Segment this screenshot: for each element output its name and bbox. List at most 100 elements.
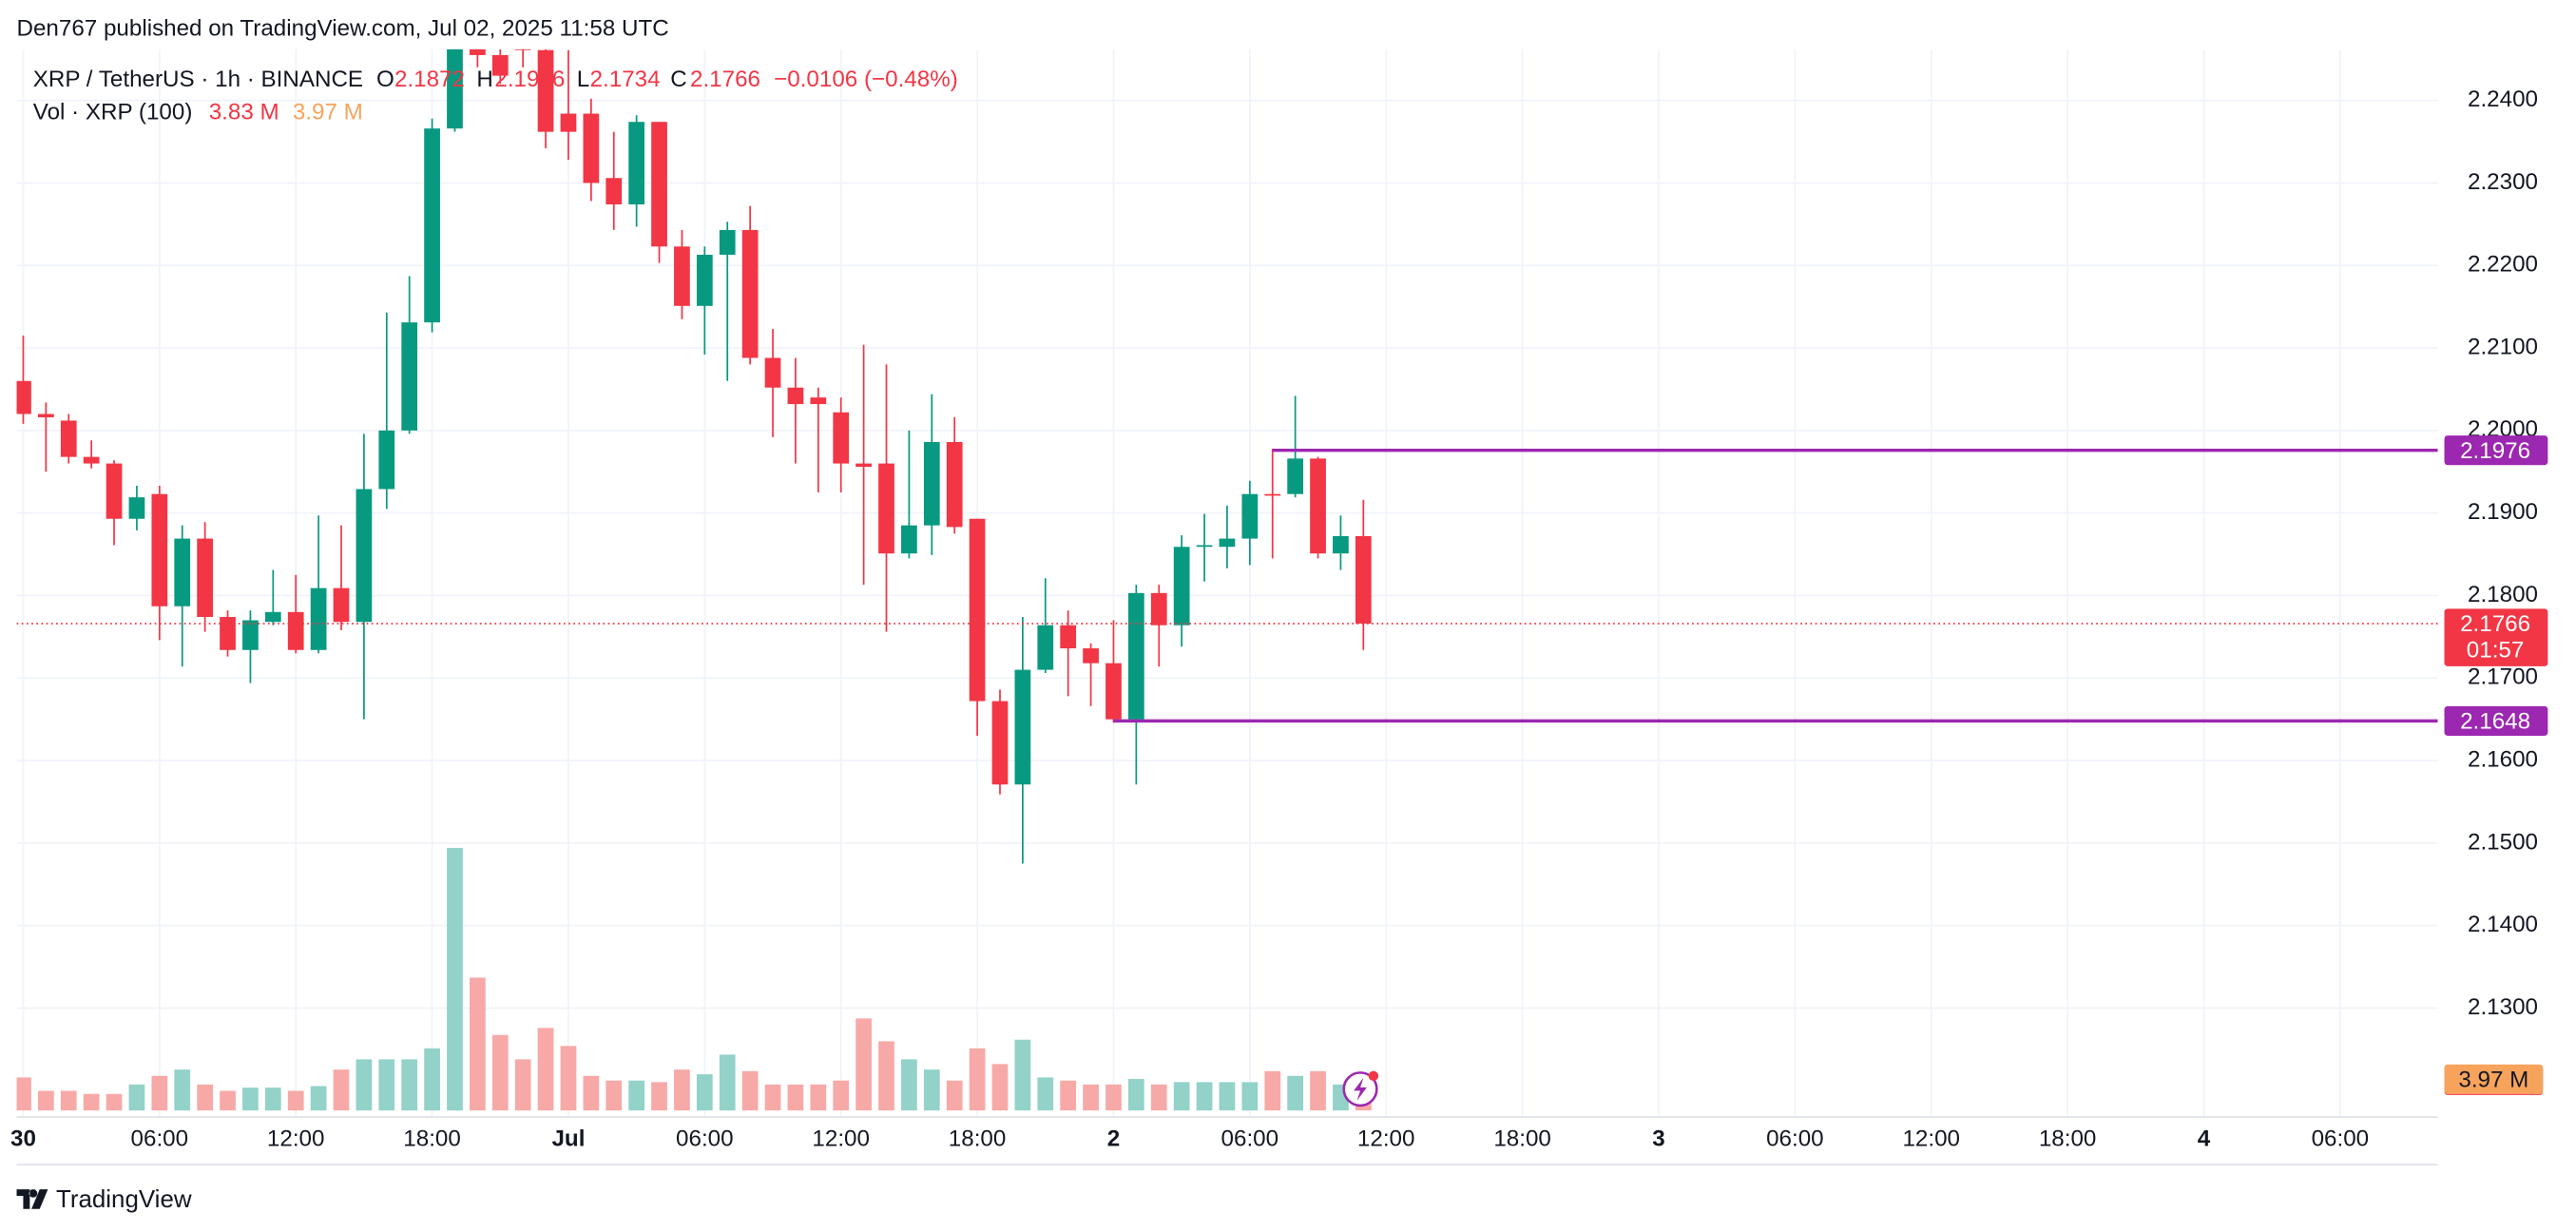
x-tick-label: 06:00 xyxy=(131,1126,189,1152)
volume-bar xyxy=(37,1090,54,1111)
y-tick-label: 2.1600 xyxy=(2468,746,2538,772)
candle-body xyxy=(923,442,940,526)
candle-body xyxy=(287,611,304,650)
x-tick-label: 06:00 xyxy=(1221,1126,1279,1152)
legend-volume: 3.83 M xyxy=(209,100,279,125)
candle-body xyxy=(37,414,54,417)
candle-body xyxy=(83,456,100,464)
legend-low-label: L xyxy=(577,67,589,92)
x-tick-label: 2 xyxy=(1107,1126,1120,1152)
legend-open-label: O xyxy=(376,67,394,92)
candle-body xyxy=(741,229,759,358)
volume-bar xyxy=(220,1090,236,1111)
candle-body xyxy=(1150,592,1167,626)
volume-bar xyxy=(719,1054,736,1111)
candle-body xyxy=(197,538,213,618)
volume-bar xyxy=(855,1018,872,1111)
candle-body xyxy=(628,122,645,205)
y-tick-label: 2.1700 xyxy=(2468,664,2538,690)
candle-body xyxy=(560,113,577,132)
alert-icon xyxy=(1342,1070,1379,1107)
x-tick-label: 30 xyxy=(10,1126,36,1152)
x-tick-label: 12:00 xyxy=(1357,1126,1415,1152)
candle-body xyxy=(719,229,736,255)
candle-body xyxy=(128,497,145,519)
level-label-box xyxy=(2444,435,2548,466)
candle-body xyxy=(264,611,281,623)
logo-icon xyxy=(16,1189,48,1209)
candle-body xyxy=(674,246,690,306)
volume-bar xyxy=(651,1082,667,1111)
volume-bar xyxy=(1060,1080,1077,1111)
y-tick-label: 2.2400 xyxy=(2468,87,2538,112)
x-tick-label: 18:00 xyxy=(949,1126,1007,1152)
footer-brand: TradingView xyxy=(56,1186,192,1213)
x-tick-label: 18:00 xyxy=(1493,1126,1551,1152)
x-tick-label: 12:00 xyxy=(267,1126,325,1152)
candle-body xyxy=(764,357,781,388)
candle-body xyxy=(606,178,623,205)
candle-body xyxy=(878,463,894,554)
x-tick-label: 18:00 xyxy=(403,1126,461,1152)
candle-body xyxy=(901,525,917,554)
x-tick-label: 12:00 xyxy=(1902,1126,1960,1152)
volume-bar xyxy=(1196,1082,1213,1111)
candle-body xyxy=(1014,669,1031,785)
legend-high-label: H xyxy=(476,67,492,92)
candle-body xyxy=(1333,535,1349,554)
candle-body xyxy=(946,442,963,528)
last-price-label: 2.1766 xyxy=(2460,611,2530,637)
candle-body xyxy=(1241,493,1259,539)
volume-bar xyxy=(1310,1070,1326,1111)
volume-bar xyxy=(1241,1082,1259,1111)
candle-body xyxy=(151,493,168,606)
y-tick-label: 2.1500 xyxy=(2468,829,2538,855)
legend-symbol: XRP / TetherUS · 1h · BINANCE xyxy=(33,67,363,92)
candle-body xyxy=(833,412,850,464)
level-label: 2.1648 xyxy=(2460,709,2530,735)
countdown-label: 01:57 xyxy=(2467,638,2525,664)
volume-bar xyxy=(946,1080,963,1111)
y-tick-label: 2.2200 xyxy=(2468,252,2538,278)
volume-bar xyxy=(674,1069,690,1111)
candle-body xyxy=(1105,663,1122,720)
volume-bar xyxy=(424,1048,440,1111)
x-tick-label: 18:00 xyxy=(2039,1126,2097,1152)
volume-bar xyxy=(16,1077,31,1111)
candle-body xyxy=(60,420,77,457)
volume-bar xyxy=(991,1064,1009,1111)
candle-body xyxy=(1196,545,1213,548)
volume-bar xyxy=(606,1080,623,1111)
volume-bar xyxy=(1127,1079,1144,1111)
volume-bar xyxy=(151,1075,168,1111)
volume-bar xyxy=(447,847,463,1111)
candle-body xyxy=(491,54,509,76)
candle-body xyxy=(991,701,1009,785)
volume-bar xyxy=(1105,1084,1122,1111)
volume-bar xyxy=(901,1059,917,1111)
y-tick-label: 2.1300 xyxy=(2468,994,2538,1020)
x-tick-label: 4 xyxy=(2198,1126,2211,1152)
x-tick-label: 06:00 xyxy=(1766,1126,1824,1152)
candle-body xyxy=(220,617,236,650)
y-tick-label: 2.2100 xyxy=(2468,334,2538,359)
volume-bar xyxy=(833,1080,850,1111)
volume-bar xyxy=(696,1074,713,1111)
legend-change: −0.0106 (−0.48%) xyxy=(774,67,958,92)
volume-bar xyxy=(197,1084,213,1111)
candle-body xyxy=(1355,535,1372,624)
candle-body xyxy=(1173,547,1190,626)
volume-bar xyxy=(583,1075,600,1111)
candle-body xyxy=(1219,538,1236,548)
volume-bar xyxy=(1287,1075,1303,1111)
volume-bar xyxy=(787,1084,804,1111)
candle-body xyxy=(583,113,600,183)
volume-bar xyxy=(1083,1084,1099,1111)
x-tick-label: Jul xyxy=(551,1126,585,1152)
candle-body xyxy=(537,49,554,132)
volume-bar xyxy=(1150,1084,1167,1111)
volume-bar xyxy=(514,1059,531,1111)
candle-body xyxy=(651,122,667,247)
candle-body xyxy=(106,463,123,519)
footer-logo: TradingView xyxy=(16,1186,192,1213)
